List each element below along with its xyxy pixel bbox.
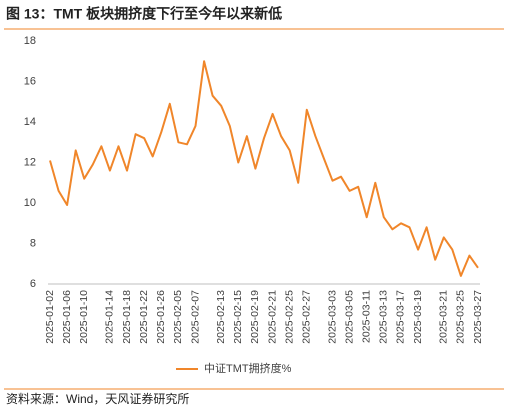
x-tick-label: 2025-03-03: [326, 290, 338, 344]
x-tick-label: 2025-01-14: [104, 290, 116, 344]
x-tick-label: 2025-01-06: [61, 290, 73, 344]
x-tick-label: 2025-02-15: [232, 290, 244, 344]
line: [49, 60, 479, 277]
x-tick-label: 2025-02-07: [189, 290, 201, 344]
y-tick-label: 16: [24, 75, 36, 87]
y-tick-label: 14: [24, 116, 36, 128]
x-tick-label: 2025-03-25: [455, 290, 467, 344]
y-tick-label: 12: [24, 156, 36, 168]
x-tick-label: 2025-02-21: [266, 290, 278, 344]
x-tick-label: 2025-02-19: [249, 290, 261, 344]
y-tick-label: 18: [24, 35, 36, 47]
x-tick-label: 2025-02-27: [301, 290, 313, 344]
x-tick-label: 2025-01-22: [138, 290, 150, 344]
x-tick-label: 2025-03-19: [412, 290, 424, 344]
x-tick-label: 2025-01-10: [78, 290, 90, 344]
y-tick-label: 6: [30, 278, 36, 290]
x-tick-label: 2025-01-18: [121, 290, 133, 344]
y-tick-label: 10: [24, 197, 36, 209]
y-tick-label: 8: [30, 237, 36, 249]
x-tick-label: 2025-01-26: [155, 290, 167, 344]
x-tick-label: 2025-03-17: [395, 290, 407, 344]
source: 资料来源：Wind，天风证券研究所: [6, 391, 189, 406]
x-tick-label: 2025-02-13: [215, 290, 227, 344]
chart-title: 图 13：TMT 板块拥挤度下行至今年以来新低: [6, 6, 282, 22]
x-tick-label: 2025-03-27: [472, 290, 484, 344]
x-tick-label: 2025-03-21: [438, 290, 450, 344]
x-tick-label: 2025-01-02: [44, 290, 56, 344]
x-tick-label: 2025-02-05: [172, 290, 184, 344]
x-tick-label: 2025-03-13: [378, 290, 390, 344]
x-tick-label: 2025-03-11: [361, 290, 373, 343]
x-tick-label: 2025-02-25: [283, 290, 295, 344]
legend-label: 中证TMT拥挤度%: [204, 361, 292, 375]
x-tick-label: 2025-03-05: [343, 290, 355, 344]
